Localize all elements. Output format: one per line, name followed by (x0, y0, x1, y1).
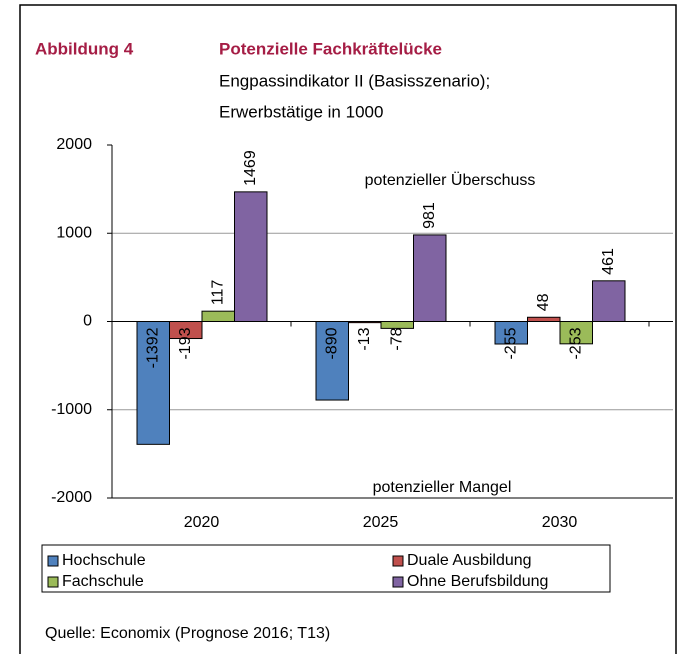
y-tick-label: 2000 (56, 136, 92, 153)
data-label: -1392 (144, 327, 161, 368)
source: Quelle: Economix (Prognose 2016; T13) (45, 625, 330, 642)
chart-subtitle: Engpassindikator II (Basisszenario); (219, 71, 490, 90)
legend-label: Hochschule (62, 552, 146, 569)
legend-label: Ohne Berufsbildung (407, 573, 548, 590)
x-tick-label: 2030 (542, 514, 578, 531)
y-tick-label: -1000 (51, 401, 92, 418)
data-label: -13 (356, 327, 373, 350)
bar (592, 280, 626, 322)
data-label: 461 (600, 248, 617, 275)
chart-subtitle: Erwerbstätige in 1000 (219, 102, 383, 121)
bar (413, 234, 447, 322)
bar (315, 321, 349, 401)
data-label: 48 (535, 293, 552, 311)
legend-swatch (392, 555, 404, 567)
data-label: 981 (421, 202, 438, 229)
data-label: 117 (209, 280, 226, 306)
bar (234, 191, 268, 322)
data-label: -78 (388, 327, 405, 350)
legend-label: Fachschule (62, 573, 144, 590)
legend-swatch (47, 555, 59, 567)
y-tick-label: 1000 (56, 224, 92, 241)
data-label: 1469 (242, 150, 259, 186)
frame (19, 4, 677, 654)
legend-swatch (47, 576, 59, 588)
legend-label: Duale Ausbildung (407, 552, 532, 569)
y-tick-label: -2000 (51, 489, 92, 506)
data-label: -253 (567, 327, 584, 359)
data-label: -890 (323, 327, 340, 359)
legend (41, 544, 611, 593)
chart-title: Potenzielle Fachkräftelücke (219, 39, 442, 58)
annotation: potenzieller Mangel (373, 479, 512, 496)
legend-swatch (392, 576, 404, 588)
data-label: -193 (177, 327, 194, 359)
x-tick-label: 2025 (363, 514, 399, 531)
figure-label: Abbildung 4 (35, 39, 134, 58)
bar (380, 321, 414, 329)
x-tick-label: 2020 (184, 514, 220, 531)
annotation: potenzieller Überschuss (365, 171, 536, 189)
bar (136, 321, 170, 445)
y-tick-label: 0 (83, 313, 92, 330)
bar (527, 316, 561, 323)
bar (201, 310, 235, 322)
data-label: -255 (502, 327, 519, 359)
